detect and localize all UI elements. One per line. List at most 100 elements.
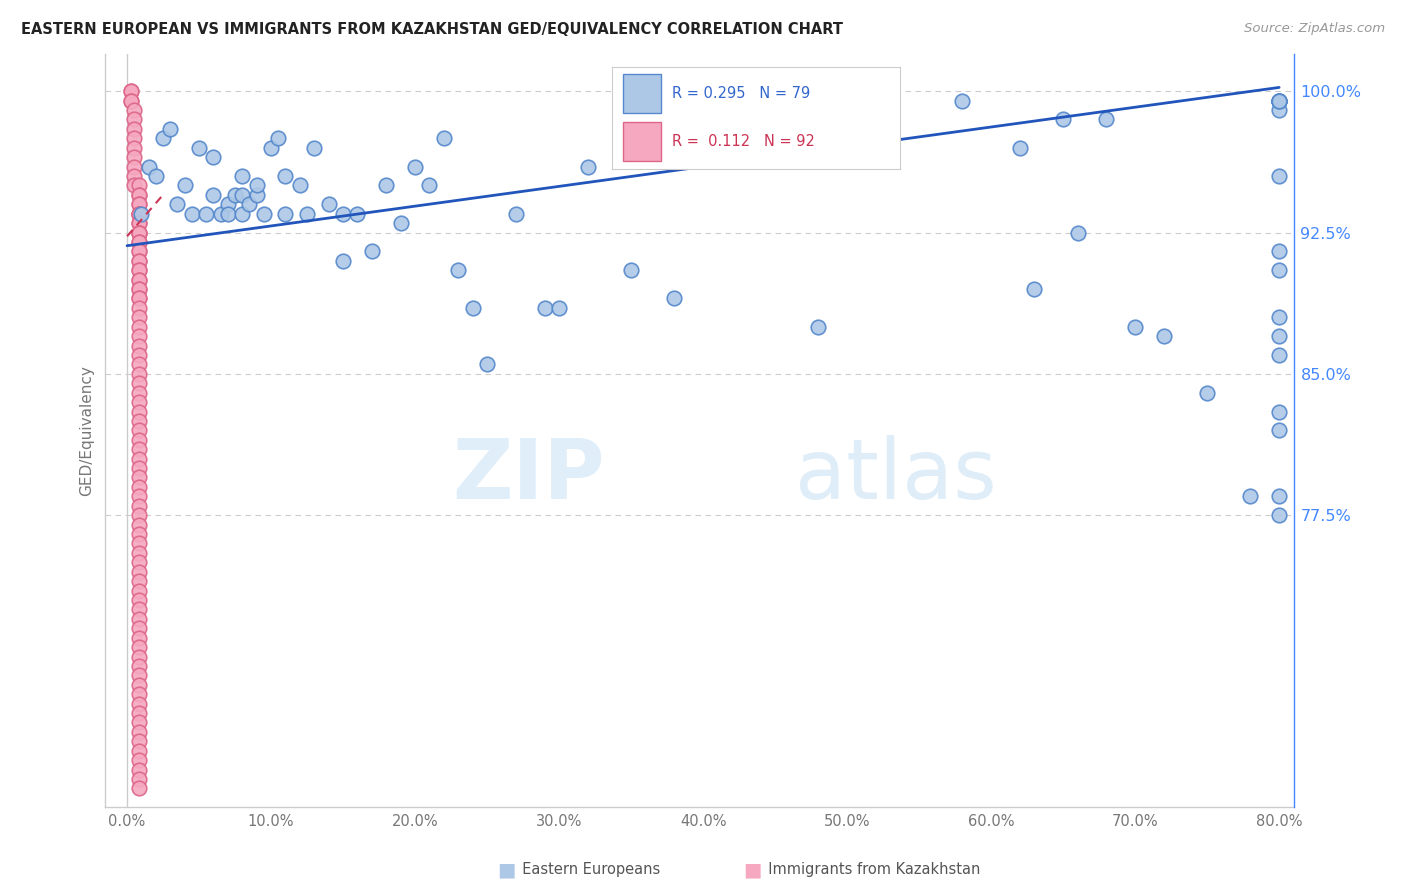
Point (128, 292, 150, 306)
Point (128, 367, 150, 381)
Point (128, 187, 150, 202)
Point (217, 197, 239, 211)
Point (128, 433, 150, 447)
Point (1268, 348, 1291, 362)
Point (128, 649, 150, 664)
Point (128, 235, 150, 249)
Point (128, 480, 150, 494)
Point (128, 292, 150, 306)
Point (1268, 94, 1291, 108)
Point (128, 499, 150, 513)
Point (122, 122, 145, 136)
Point (128, 489, 150, 503)
Point (209, 207, 232, 221)
Point (128, 621, 150, 635)
Point (122, 160, 145, 174)
Point (128, 207, 150, 221)
Point (1095, 112, 1118, 127)
Point (548, 301, 571, 315)
Point (128, 197, 150, 211)
Point (128, 338, 150, 352)
Point (120, 94, 142, 108)
Y-axis label: GED/Equivalency: GED/Equivalency (79, 365, 94, 496)
Point (145, 169, 167, 183)
Point (122, 103, 145, 117)
Point (120, 84, 142, 98)
Point (122, 112, 145, 127)
Text: ■: ■ (742, 860, 762, 880)
Point (122, 150, 145, 164)
Point (332, 207, 354, 221)
Point (404, 160, 426, 174)
Point (418, 178, 440, 193)
Point (128, 263, 150, 277)
Text: R = 0.295   N = 79: R = 0.295 N = 79 (672, 86, 810, 101)
Text: EASTERN EUROPEAN VS IMMIGRANTS FROM KAZAKHSTAN GED/EQUIVALENCY CORRELATION CHART: EASTERN EUROPEAN VS IMMIGRANTS FROM KAZA… (21, 22, 844, 37)
Point (128, 781, 150, 796)
Text: ZIP: ZIP (451, 435, 605, 516)
Point (274, 207, 297, 221)
Point (128, 187, 150, 202)
Point (128, 753, 150, 767)
Point (138, 160, 160, 174)
Point (807, 319, 830, 334)
Point (865, 103, 887, 117)
Point (274, 169, 297, 183)
Point (128, 226, 150, 240)
Point (128, 706, 150, 720)
Point (1268, 244, 1291, 259)
Point (1239, 489, 1261, 503)
Bar (623, 74, 661, 113)
Point (128, 555, 150, 569)
Point (1052, 112, 1074, 127)
Point (131, 207, 153, 221)
Point (1268, 94, 1291, 108)
Point (721, 122, 744, 136)
Point (1066, 226, 1088, 240)
Point (128, 442, 150, 457)
Point (332, 253, 354, 268)
Point (128, 404, 150, 418)
Point (152, 131, 174, 145)
Point (128, 216, 150, 230)
Point (1268, 103, 1291, 117)
Point (128, 376, 150, 391)
Text: Immigrants from Kazakhstan: Immigrants from Kazakhstan (759, 863, 980, 877)
Point (128, 244, 150, 259)
Point (128, 715, 150, 730)
Point (128, 734, 150, 748)
Point (1268, 94, 1291, 108)
Point (128, 612, 150, 626)
Point (128, 301, 150, 315)
Point (128, 348, 150, 362)
Point (128, 414, 150, 428)
Point (950, 94, 973, 108)
Point (253, 207, 276, 221)
Point (202, 187, 225, 202)
Point (246, 187, 269, 202)
Point (260, 141, 283, 155)
Point (346, 207, 368, 221)
Point (375, 178, 398, 193)
Point (128, 697, 150, 711)
Point (1268, 329, 1291, 343)
Point (1268, 94, 1291, 108)
Point (1268, 423, 1291, 437)
Point (122, 169, 145, 183)
Point (128, 640, 150, 654)
Point (128, 329, 150, 343)
Point (246, 178, 269, 193)
Point (475, 358, 498, 372)
Point (1197, 385, 1219, 400)
Point (533, 301, 555, 315)
Point (128, 583, 150, 598)
Point (1268, 404, 1291, 418)
Point (1024, 282, 1046, 296)
Point (128, 197, 150, 211)
Point (128, 451, 150, 466)
Point (295, 207, 318, 221)
Point (128, 772, 150, 786)
Point (1268, 508, 1291, 523)
Point (231, 207, 253, 221)
Point (128, 527, 150, 541)
